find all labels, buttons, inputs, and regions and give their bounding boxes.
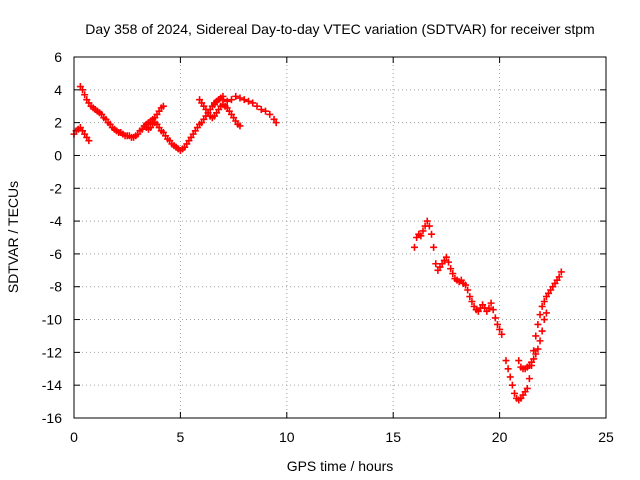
data-point bbox=[79, 86, 87, 94]
data-point bbox=[430, 243, 438, 251]
data-point bbox=[442, 253, 450, 261]
y-tick-label: 2 bbox=[54, 115, 62, 131]
x-tick-label: 5 bbox=[177, 429, 185, 445]
data-point bbox=[534, 320, 542, 328]
grid-lines bbox=[74, 57, 606, 418]
x-tick-label: 25 bbox=[598, 429, 614, 445]
data-point bbox=[487, 299, 495, 307]
data-point bbox=[462, 281, 470, 289]
data-point bbox=[557, 268, 565, 276]
data-point bbox=[506, 373, 514, 381]
data-series bbox=[76, 83, 227, 155]
y-tick-label: -16 bbox=[42, 410, 62, 426]
data-point bbox=[428, 230, 436, 238]
data-point bbox=[232, 92, 240, 100]
data-point bbox=[468, 297, 476, 305]
data-point bbox=[538, 302, 546, 310]
data-point bbox=[249, 99, 257, 107]
y-tick-label: -12 bbox=[42, 344, 62, 360]
data-point bbox=[538, 327, 546, 335]
data-series bbox=[196, 96, 244, 130]
y-tick-label: -8 bbox=[50, 279, 63, 295]
y-tick-label: 6 bbox=[54, 49, 62, 65]
data-point bbox=[227, 96, 235, 104]
data-point bbox=[423, 217, 431, 225]
data-series bbox=[515, 309, 550, 373]
data-point bbox=[525, 375, 533, 383]
data-series bbox=[142, 102, 167, 128]
data-points bbox=[70, 83, 565, 404]
data-point bbox=[447, 265, 455, 273]
x-tick-label: 20 bbox=[492, 429, 508, 445]
data-series bbox=[70, 124, 93, 145]
data-point bbox=[504, 365, 512, 373]
data-point bbox=[266, 110, 274, 118]
data-point bbox=[244, 97, 252, 105]
data-point bbox=[210, 99, 218, 107]
data-point bbox=[536, 311, 544, 319]
data-point bbox=[536, 337, 544, 345]
chart-title: Day 358 of 2024, Sidereal Day-to-day VTE… bbox=[85, 21, 594, 37]
data-point bbox=[432, 260, 440, 268]
y-tick-label: 0 bbox=[54, 147, 62, 163]
data-point bbox=[81, 91, 89, 99]
data-point bbox=[445, 258, 453, 266]
x-axis-label: GPS time / hours bbox=[287, 458, 394, 474]
data-point bbox=[159, 102, 167, 110]
data-point bbox=[419, 227, 427, 235]
data-point bbox=[540, 316, 548, 324]
data-point bbox=[236, 122, 244, 130]
data-point bbox=[425, 222, 433, 230]
x-tick-label: 0 bbox=[70, 429, 78, 445]
data-point bbox=[85, 137, 93, 145]
x-tick-label: 15 bbox=[385, 429, 401, 445]
data-point bbox=[555, 273, 563, 281]
data-point bbox=[272, 119, 280, 127]
data-point bbox=[253, 102, 261, 110]
y-tick-label: 4 bbox=[54, 82, 62, 98]
data-point bbox=[485, 304, 493, 312]
data-point bbox=[542, 309, 550, 317]
data-point bbox=[466, 293, 474, 301]
data-point bbox=[223, 97, 231, 105]
x-tick-label: 10 bbox=[279, 429, 295, 445]
data-point bbox=[530, 355, 538, 363]
data-point bbox=[417, 232, 425, 240]
data-point bbox=[496, 325, 504, 333]
data-series bbox=[410, 217, 506, 338]
data-point bbox=[240, 96, 248, 104]
data-point bbox=[532, 332, 540, 340]
data-point bbox=[491, 314, 499, 322]
data-point bbox=[219, 96, 227, 104]
y-tick-label: -10 bbox=[42, 312, 62, 328]
data-point bbox=[449, 270, 457, 278]
y-tick-label: -4 bbox=[50, 213, 63, 229]
data-point bbox=[410, 243, 418, 251]
data-point bbox=[510, 389, 518, 397]
data-point bbox=[498, 330, 506, 338]
data-point bbox=[502, 357, 510, 365]
data-point bbox=[236, 94, 244, 102]
plot-frame bbox=[73, 56, 607, 419]
data-point bbox=[489, 306, 497, 314]
data-point bbox=[262, 107, 270, 115]
data-point bbox=[515, 357, 523, 365]
y-axis-label: SDTVAR / TECUs bbox=[5, 181, 21, 293]
data-point bbox=[532, 350, 540, 358]
y-tick-label: -2 bbox=[50, 180, 63, 196]
data-point bbox=[534, 345, 542, 353]
y-tick-label: -6 bbox=[50, 246, 63, 262]
data-point bbox=[540, 297, 548, 305]
data-point bbox=[464, 286, 472, 294]
data-point bbox=[508, 381, 516, 389]
y-tick-label: -14 bbox=[42, 377, 62, 393]
data-point bbox=[523, 384, 531, 392]
data-point bbox=[257, 106, 265, 114]
data-series bbox=[210, 92, 280, 127]
data-point bbox=[493, 320, 501, 328]
